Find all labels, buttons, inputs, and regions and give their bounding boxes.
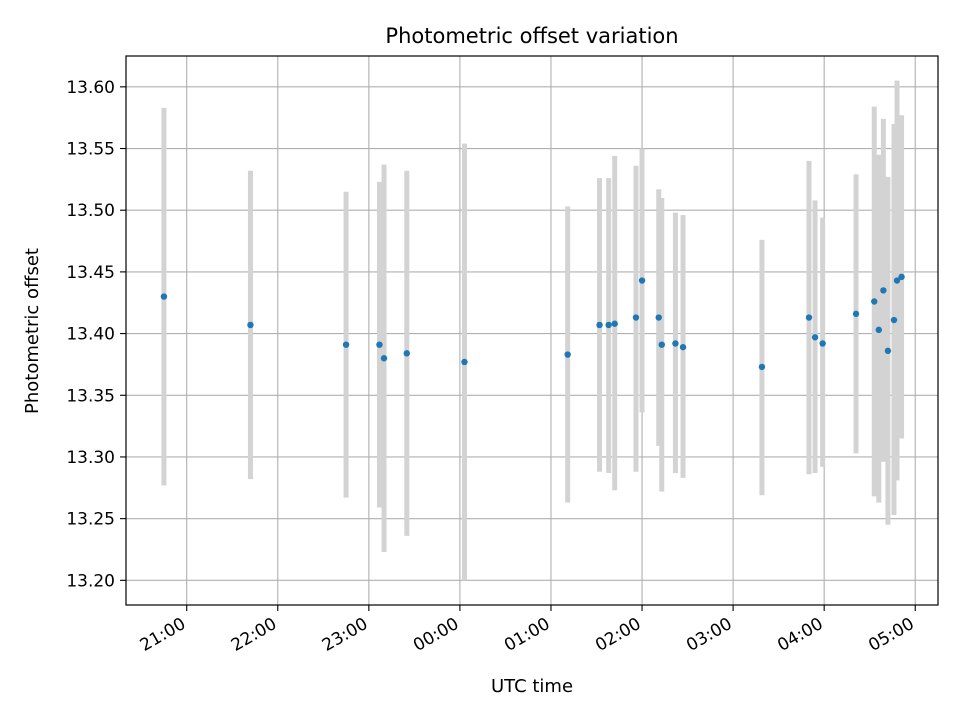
data-point xyxy=(605,321,612,329)
data-point xyxy=(247,321,254,329)
data-point xyxy=(632,314,640,321)
data-point xyxy=(819,340,826,347)
data-point xyxy=(160,293,168,300)
y-tick-label: 13.25 xyxy=(66,510,115,530)
data-point xyxy=(884,347,892,355)
data-point xyxy=(672,340,679,347)
data-point xyxy=(658,341,665,348)
data-point xyxy=(871,298,878,305)
chart-title: Photometric offset variation xyxy=(385,24,678,48)
data-point xyxy=(380,355,388,362)
data-point xyxy=(596,321,603,329)
data-point xyxy=(376,341,383,348)
y-tick-label: 13.60 xyxy=(66,78,115,98)
y-tick-label: 13.20 xyxy=(66,571,115,591)
data-point xyxy=(875,326,883,334)
data-point xyxy=(461,358,468,366)
data-point xyxy=(342,341,350,348)
data-point xyxy=(811,334,819,341)
y-tick-label: 13.35 xyxy=(66,386,115,406)
data-point xyxy=(758,363,766,371)
y-tick-label: 13.40 xyxy=(66,325,115,345)
plot-frame xyxy=(125,55,939,606)
data-point xyxy=(611,320,618,327)
x-axis-title: UTC time xyxy=(491,676,573,697)
y-axis-title: Photometric offset xyxy=(22,248,43,414)
data-point xyxy=(564,351,571,358)
y-tick-label: 13.50 xyxy=(66,201,115,221)
y-tick-label: 13.30 xyxy=(66,448,115,468)
data-point xyxy=(898,273,905,281)
data-point xyxy=(852,310,860,318)
data-point xyxy=(655,314,662,321)
y-tick-label: 13.45 xyxy=(66,263,115,283)
data-point xyxy=(638,277,646,284)
data-point xyxy=(890,316,898,324)
data-points xyxy=(160,273,905,371)
data-point xyxy=(805,314,813,321)
y-axis: 13.20 13.25 13.30 13.35 13.40 13.45 13.50 13.55… xyxy=(66,78,126,591)
data-point xyxy=(893,277,901,284)
data-point xyxy=(880,287,887,294)
data-point xyxy=(679,343,687,351)
y-tick-label: 13.55 xyxy=(66,140,115,160)
data-point xyxy=(403,350,410,357)
